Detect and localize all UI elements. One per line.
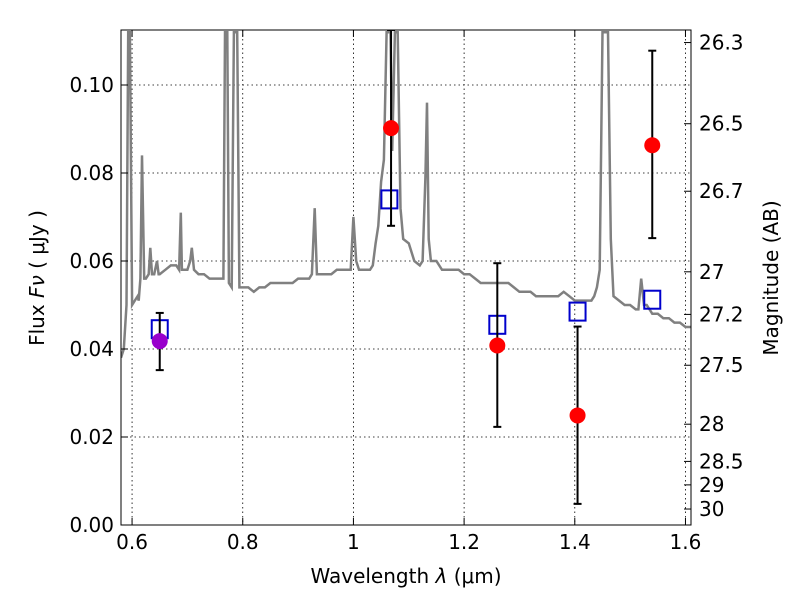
data-point [644,137,661,154]
y-tick-label: 0.00 [69,513,114,537]
magnitude-tick-label: 27.2 [699,302,744,326]
spectrum-line [121,30,691,359]
data-point [489,337,506,354]
data-point [383,120,400,137]
x-tick-label: 1.2 [448,530,480,554]
x-tick-label: 0.6 [116,530,148,554]
magnitude-tick-label: 27.5 [699,353,744,377]
magnitude-tick-label: 28.5 [699,449,744,473]
plot-frame [120,29,692,526]
magnitude-tick-label: 30 [699,497,724,521]
y-tick-label: 0.08 [69,161,114,185]
y-tick-label: 0.04 [69,337,114,361]
data-point [151,333,168,350]
y-tick-label: 0.10 [69,73,114,97]
data-point [569,407,586,424]
x-tick-label: 1.6 [670,530,702,554]
magnitude-tick-label: 27 [699,260,724,284]
magnitude-tick-label: 26.5 [699,112,744,136]
x-axis-label: Wavelength λ (μm) [310,564,501,588]
magnitude-tick-label: 28 [699,412,724,436]
y-axis: 0.00 0.02 0.04 0.06 0.08 0.10 [69,73,128,537]
magnitude-tick-label: 26.3 [699,31,744,55]
y-axis-label: Flux Fν ( μJy ) [25,210,49,346]
model-square-point [643,289,662,310]
x-tick-label: 1.4 [559,530,591,554]
data-marks [150,30,662,505]
magnitude-axis-label: Magnitude (AB) [759,200,783,355]
model-square-point [568,301,587,322]
model-square-point [380,189,399,210]
y-tick-label: 0.06 [69,249,114,273]
magnitude-tick-label: 29 [699,473,724,497]
magnitude-tick-label: 26.7 [699,179,744,203]
x-axis: 0.6 0.8 1 1.2 1.4 1.6 [116,30,701,554]
x-tick-label: 0.8 [227,530,259,554]
y-tick-label: 0.02 [69,425,114,449]
x-tick-label: 1 [347,530,360,554]
